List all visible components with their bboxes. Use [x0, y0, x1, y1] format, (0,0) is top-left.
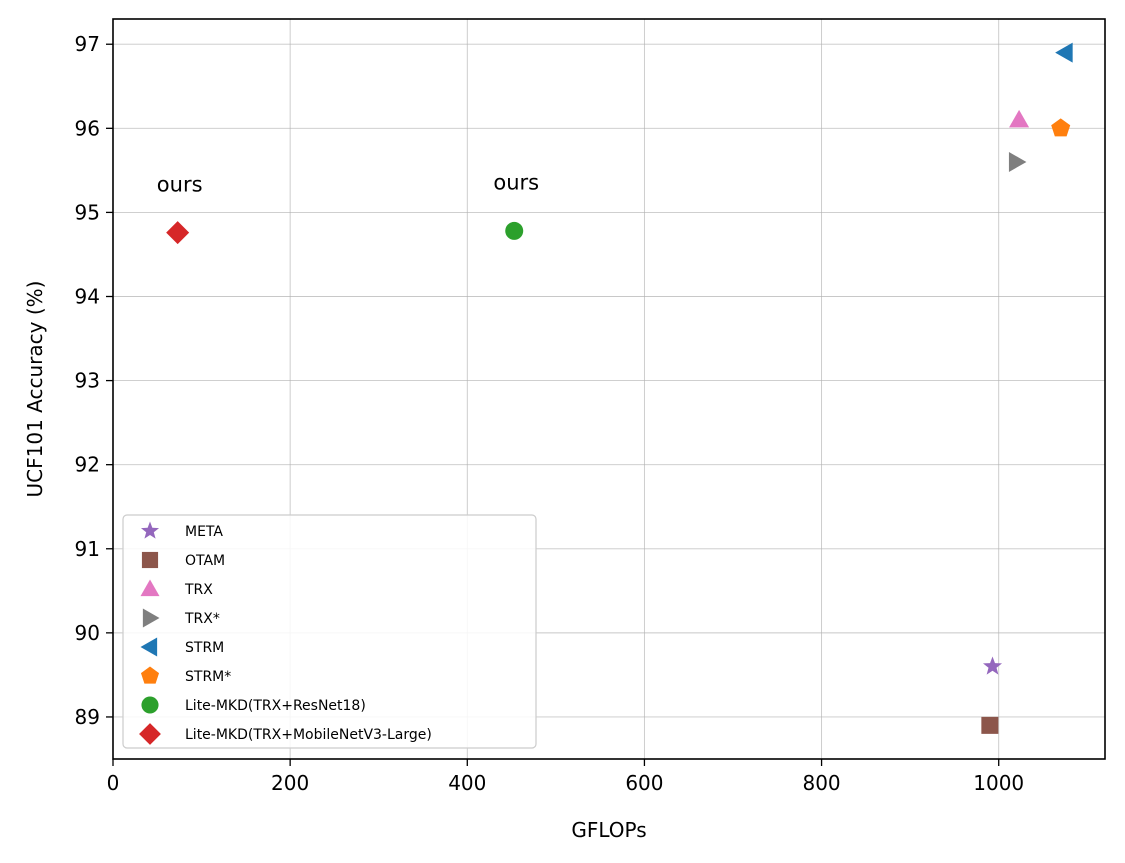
y-tick-label: 90 [75, 621, 100, 645]
x-tick-label: 0 [107, 771, 120, 795]
annotation-label: ours [493, 171, 539, 195]
data-point [1055, 42, 1073, 63]
legend-marker [140, 521, 160, 539]
y-tick-label: 96 [75, 116, 100, 140]
legend-marker [140, 637, 158, 657]
legend-entry: Lite-MKD(TRX+ResNet18) [185, 698, 366, 714]
x-tick-label: 200 [271, 771, 309, 795]
annotation-label: ours [157, 172, 203, 196]
legend-entry: Lite-MKD(TRX+MobileNetV3-Large) [185, 727, 432, 743]
annotations: ours ours [157, 171, 539, 197]
legend-entry: META [185, 524, 223, 540]
plot-frame [112, 18, 1106, 760]
legend-marker [140, 666, 160, 684]
legend-box [122, 514, 537, 749]
legend-entry: TRX [184, 582, 213, 598]
y-tick-label: 89 [75, 705, 100, 729]
legend-entry: STRM [185, 640, 224, 656]
legend-marker [141, 696, 159, 714]
legend-entry: STRM* [185, 669, 231, 685]
data-points [166, 42, 1073, 734]
x-tick-label: 800 [802, 771, 840, 795]
grid-lines [112, 19, 1105, 759]
legend-marker [142, 608, 160, 628]
y-tick-label: 92 [75, 453, 100, 477]
legend-marker [139, 723, 161, 745]
data-point [1051, 118, 1071, 137]
y-axis-label: UCF101 Accuracy (%) [23, 281, 47, 498]
legend-entry: TRX* [184, 611, 220, 627]
data-point [1009, 109, 1030, 128]
legend-marker [140, 579, 160, 597]
legend: META OTAM TRX TRX* STRM STRM* Lite-MKD(TRX+Res… [122, 514, 537, 749]
legend-entry: OTAM [185, 553, 225, 569]
data-point [1008, 151, 1027, 172]
x-axis-label: GFLOPs [571, 818, 646, 842]
y-tick-label: 94 [75, 285, 100, 309]
y-tick-label: 93 [75, 369, 100, 393]
y-tick-label: 91 [75, 537, 100, 561]
data-point [981, 716, 999, 734]
x-tick-label: 600 [625, 771, 663, 795]
x-tick-label: 400 [448, 771, 486, 795]
data-point [166, 221, 190, 245]
legend-marker [141, 551, 159, 569]
y-tick-label: 95 [75, 200, 100, 224]
y-axis-ticks: 89 90 91 92 93 94 95 96 97 [75, 32, 113, 729]
data-point [983, 656, 1003, 675]
x-axis-ticks: 0 200 400 600 800 1000 [107, 759, 1024, 795]
y-tick-label: 97 [75, 32, 100, 56]
data-point [505, 221, 524, 240]
x-tick-label: 1000 [973, 771, 1024, 795]
